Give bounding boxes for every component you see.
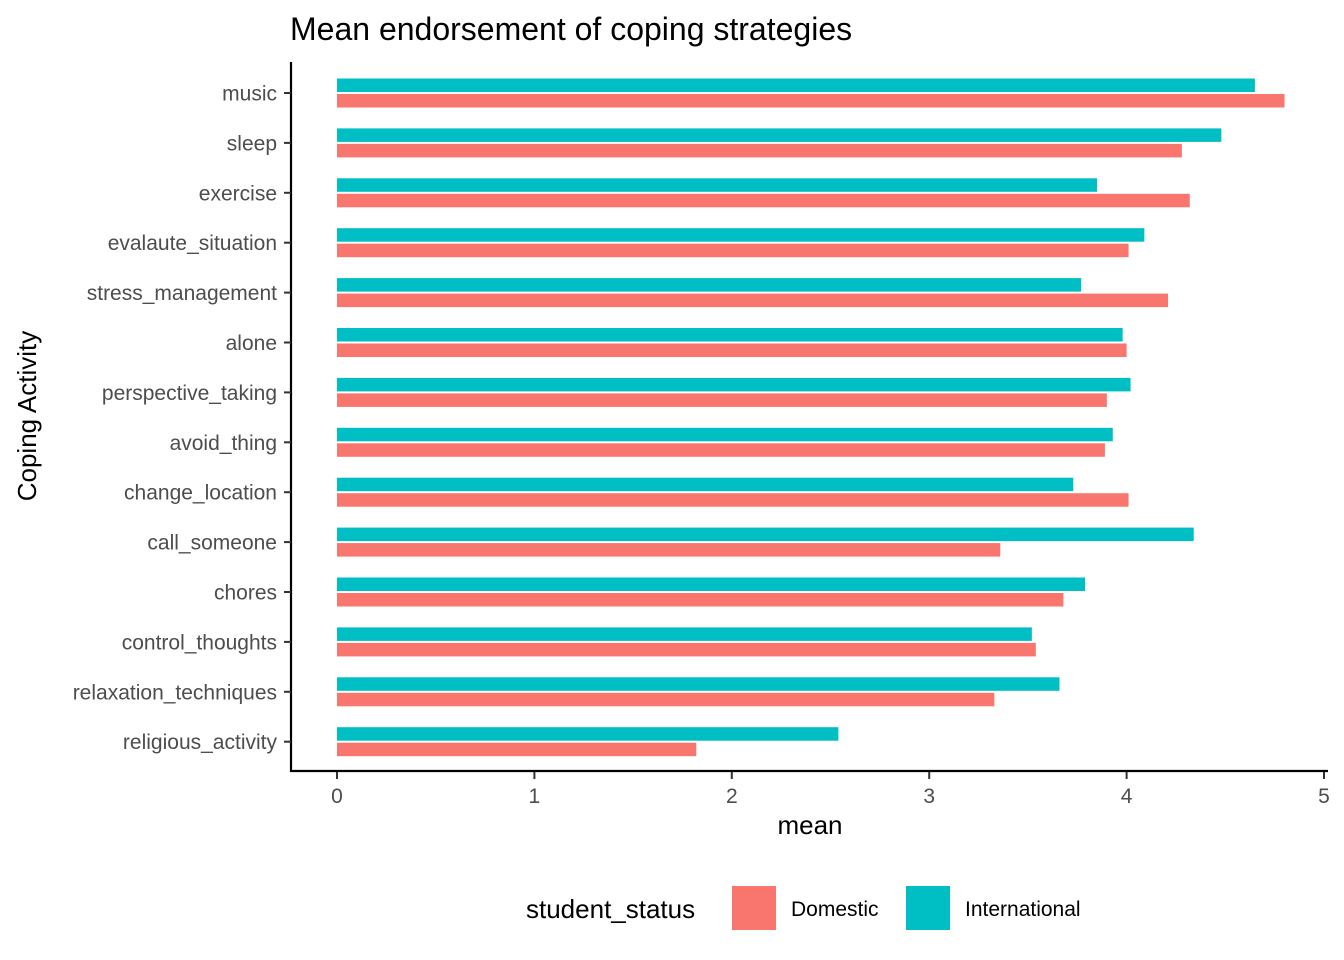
- y-tick-label: chores: [214, 582, 277, 605]
- bar-domestic: [337, 443, 1105, 457]
- y-tick-label: perspective_taking: [102, 382, 277, 405]
- bar-international: [337, 477, 1074, 492]
- y-axis-title: Coping Activity: [12, 331, 42, 502]
- bar-domestic: [337, 143, 1182, 158]
- x-tick-label: 1: [529, 785, 541, 808]
- bar-international: [337, 328, 1123, 342]
- legend: student_status Domestic International: [526, 886, 1081, 930]
- y-ticks-group: music sleep exercise evalaute_situationstre…: [73, 83, 291, 754]
- x-tick-label: 5: [1318, 785, 1330, 808]
- y-tick-label: religious_activity: [123, 731, 278, 754]
- x-tick-label: 2: [726, 785, 738, 808]
- bar-domestic: [337, 692, 995, 707]
- bar-domestic: [337, 543, 1001, 557]
- y-tick-label: stress_management: [87, 282, 277, 305]
- bar-domestic: [337, 593, 1064, 607]
- x-ticks-group: 0 1 2 3 4 5: [331, 772, 1330, 808]
- legend-label-international: International: [965, 898, 1081, 921]
- y-tick-label: control_thoughts: [122, 631, 277, 654]
- bar-domestic: [337, 193, 1190, 208]
- y-tick-label: avoid_thing: [170, 432, 277, 455]
- y-tick-label: sleep: [227, 132, 277, 155]
- bar-international: [337, 427, 1113, 442]
- legend-label-domestic: Domestic: [791, 898, 879, 921]
- y-tick-label: alone: [226, 332, 277, 355]
- x-tick-label: 4: [1121, 785, 1133, 808]
- legend-items: Domestic International: [732, 886, 1081, 930]
- bar-domestic: [337, 94, 1285, 108]
- y-tick-label: evalaute_situation: [108, 232, 277, 255]
- y-tick-label: change_location: [124, 482, 277, 505]
- bar-domestic: [337, 742, 697, 757]
- bar-international: [337, 677, 1060, 691]
- x-axis-title: mean: [777, 810, 842, 840]
- bars-group: [337, 78, 1285, 757]
- y-tick-label: music: [222, 83, 277, 106]
- bar-domestic: [337, 642, 1036, 657]
- bar-international: [337, 527, 1194, 542]
- chart-title: Mean endorsement of coping strategies: [290, 11, 852, 47]
- x-tick-label: 3: [923, 785, 935, 808]
- bar-international: [337, 128, 1222, 142]
- bar-domestic: [337, 343, 1127, 357]
- y-tick-label: exercise: [199, 182, 277, 205]
- bar-international: [337, 727, 839, 741]
- bar-domestic: [337, 293, 1169, 308]
- bar-domestic: [337, 393, 1107, 407]
- y-tick-label: call_someone: [147, 532, 277, 555]
- bar-international: [337, 577, 1086, 591]
- bar-domestic: [337, 243, 1129, 258]
- legend-key-domestic: [732, 886, 776, 930]
- legend-key-international: [906, 886, 950, 930]
- legend-title: student_status: [526, 894, 695, 924]
- bar-domestic: [337, 493, 1129, 507]
- bar-international: [337, 377, 1131, 392]
- bar-international: [337, 278, 1082, 292]
- x-tick-label: 0: [331, 785, 343, 808]
- bar-international: [337, 78, 1255, 92]
- bar-international: [337, 228, 1145, 242]
- bar-international: [337, 627, 1032, 641]
- bar-international: [337, 178, 1097, 192]
- y-tick-label: relaxation_techniques: [73, 681, 277, 704]
